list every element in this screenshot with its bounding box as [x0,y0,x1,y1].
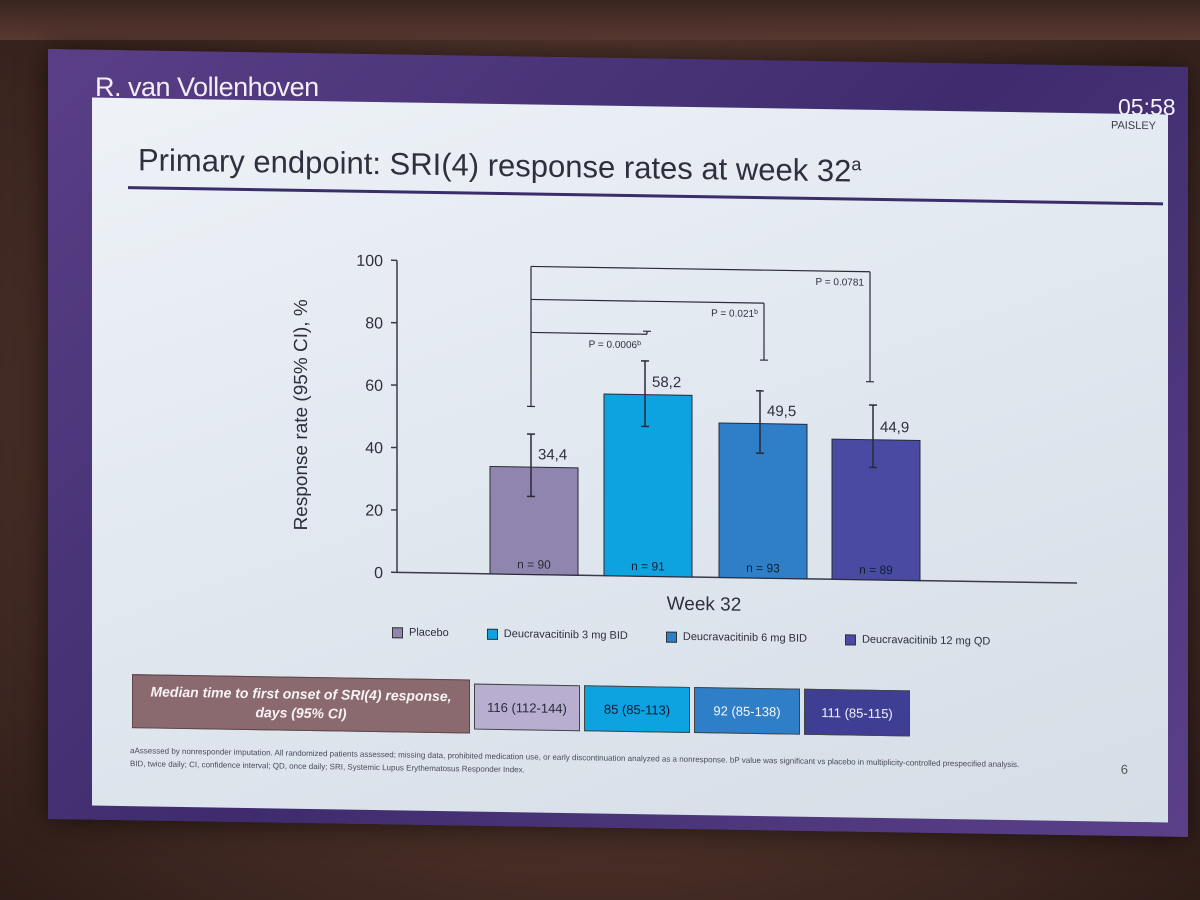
p-value-label: P = 0.0781 [816,277,865,289]
p-value-label: P = 0.021b [711,308,758,320]
bracket-line [531,298,764,304]
page-number: 6 [1120,761,1128,777]
y-tick-label: 80 [365,315,383,332]
data-label: 44,9 [880,419,909,436]
table-cell: 92 (85-138) [694,687,800,735]
p-value-superscript: b [637,340,641,347]
y-tick-label: 0 [374,565,383,582]
legend-label: Deucravacitinib 12 mg QD [861,633,991,648]
bar-n-label: n = 93 [746,561,780,576]
p-value-superscript: b [754,308,758,315]
data-label: 49,5 [767,403,796,420]
bar-n-label: n = 91 [631,559,665,574]
bar-chart: Response rate (95% CI), % Week 32 0 20 40 6… [291,253,1077,616]
legend-item: Placebo [392,626,449,639]
legend-swatch [392,626,403,638]
legend-swatch [844,633,856,646]
bracket-line [531,331,647,335]
y-tick-label: 100 [356,253,383,270]
data-label: 34,4 [538,446,567,463]
y-axis-label: Response rate (95% CI), % [291,299,312,531]
legend-label: Placebo [409,626,449,640]
p-value-label: P = 0.0006b [589,339,641,351]
data-label: 58,2 [652,374,681,391]
room-background [0,0,1200,40]
legend-item: Deucravacitinib 12 mg QD [844,633,991,648]
legend-label: Deucravacitinib 6 mg BID [682,630,807,645]
bar-1 [489,465,579,576]
bar-n-label: n = 89 [859,563,893,578]
bar-4 [831,438,921,582]
table-cell: 116 (112-144) [474,683,580,732]
plot-area: 0 20 40 60 80 100 34,4 n = 90 58,2 n = 91 49,5 n = … [356,253,1077,584]
bar-2 [603,393,693,578]
legend-swatch [486,628,498,640]
legend-item: Deucravacitinib 6 mg BID [665,630,807,645]
y-tick-label: 40 [365,440,383,457]
legend-swatch [665,631,677,643]
y-tick-label: 60 [365,378,383,395]
bar-3 [718,422,808,580]
table-cell: 111 (85-115) [804,688,910,737]
speaker-name: R. van Vollenhoven [95,72,319,102]
x-axis-label: Week 32 [667,594,742,616]
bar-n-label: n = 90 [517,557,551,572]
footnotes: aAssessed by nonresponder imputation. Al… [130,744,1100,785]
y-tick-label: 20 [365,502,383,519]
table-cells: 116 (112-144) 85 (85-113) 92 (85-138) 111 (… [474,680,910,741]
table-cell: 85 (85-113) [584,685,690,733]
table-row-header: Median time to first onset of SRI(4) res… [132,674,470,734]
median-time-table: Median time to first onset of SRI(4) res… [132,674,910,740]
legend-item: Deucravacitinib 3 mg BID [486,628,628,642]
slide: PAISLEY Primary endpoint: SRI(4) respons… [92,97,1168,823]
legend-label: Deucravacitinib 3 mg BID [503,628,628,642]
bracket-line [531,265,870,273]
